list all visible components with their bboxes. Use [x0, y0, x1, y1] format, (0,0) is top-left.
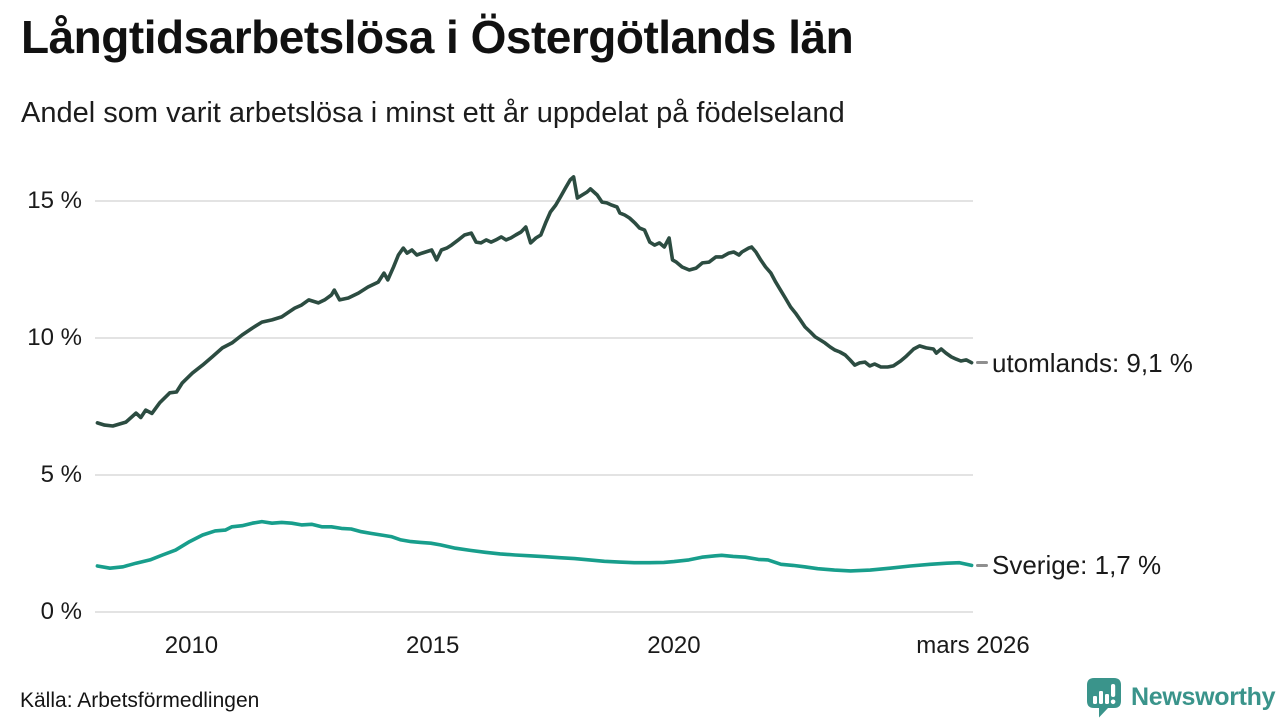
series-line-utomlands [95, 175, 974, 428]
newsworthy-brand: Newsworthy [1085, 676, 1276, 718]
newsworthy-chart-bubble-icon [1087, 678, 1121, 718]
page-title: Långtidsarbetslösa i Östergötlands län [21, 11, 854, 63]
y-axis-tick-label: 15 % [27, 187, 82, 214]
annotation-sverige: Sverige: 1,7 % [992, 550, 1162, 581]
x-axis-tick-label: 2010 [164, 632, 219, 659]
x-axis-tick-label: 2015 [405, 632, 460, 659]
annotation-dash-utomlands [976, 361, 988, 365]
annotation-dash-sverige [976, 563, 988, 567]
annotation-utomlands: utomlands: 9,1 % [992, 347, 1193, 378]
newsworthy-wordmark: Newsworthy [1131, 682, 1276, 711]
series-line-sverige [95, 519, 974, 573]
page-subtitle: Andel som varit arbetslösa i minst ett å… [21, 97, 845, 129]
source-credit: Källa: Arbetsförmedlingen [20, 689, 260, 712]
x-axis-tick-label: 2020 [647, 632, 701, 659]
x-axis-tick-label: mars 2026 [916, 632, 1030, 659]
y-axis-tick-label: 5 % [40, 461, 82, 488]
y-axis-tick-label: 0 % [40, 598, 82, 625]
y-axis-tick-label: 10 % [27, 324, 82, 351]
